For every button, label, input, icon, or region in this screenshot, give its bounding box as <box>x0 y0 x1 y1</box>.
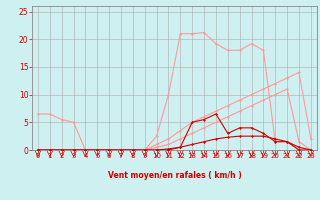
X-axis label: Vent moyen/en rafales ( km/h ): Vent moyen/en rafales ( km/h ) <box>108 171 241 180</box>
